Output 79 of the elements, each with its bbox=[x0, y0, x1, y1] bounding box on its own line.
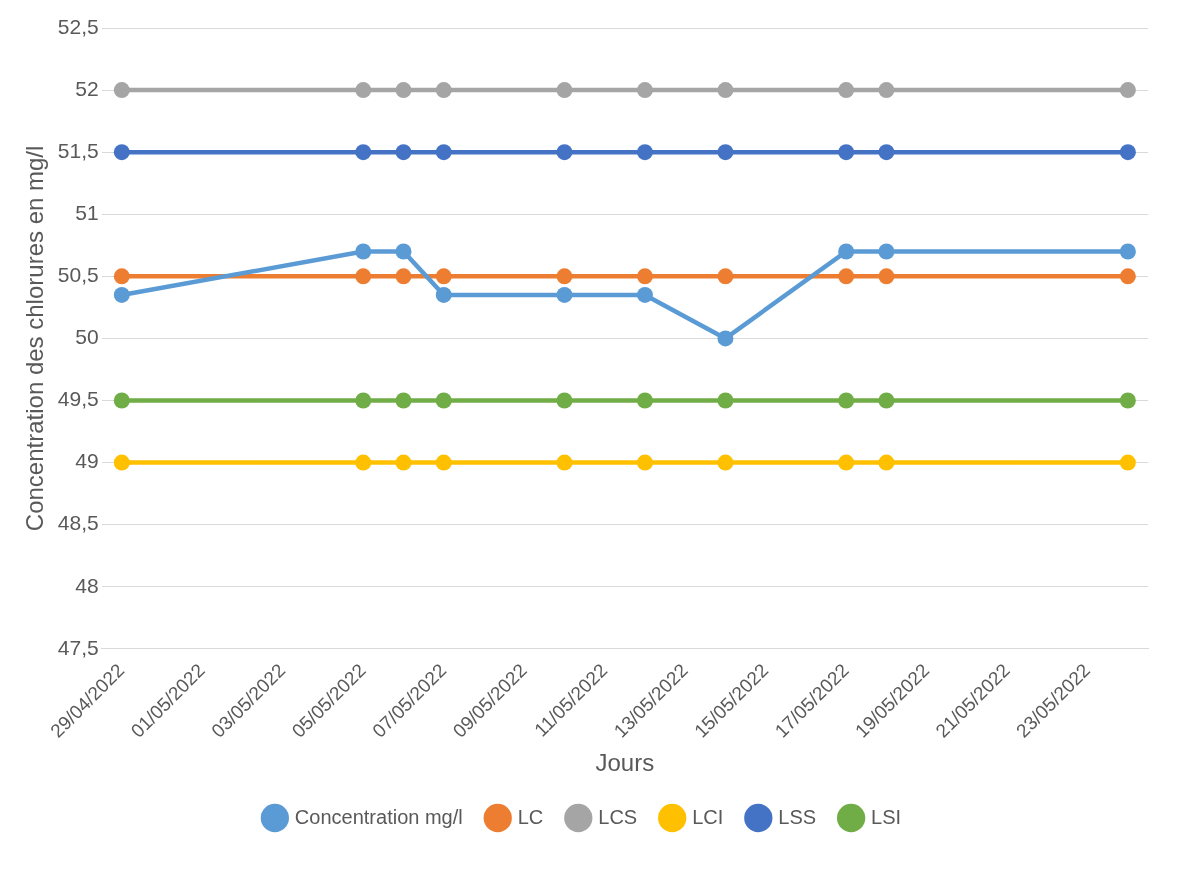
y-tick-label: 48,5 bbox=[57, 511, 99, 535]
point bbox=[636, 454, 653, 471]
y-tick-label: 52 bbox=[75, 76, 99, 100]
point bbox=[717, 454, 734, 471]
y-tick-label: 50,5 bbox=[57, 263, 99, 287]
x-axis-title: Jours bbox=[595, 749, 655, 777]
y-tick-label: 48 bbox=[75, 573, 99, 597]
point bbox=[556, 144, 573, 161]
point bbox=[878, 268, 895, 285]
point bbox=[1119, 392, 1136, 409]
point bbox=[1119, 144, 1136, 161]
point bbox=[636, 82, 653, 99]
point bbox=[435, 144, 452, 161]
point bbox=[878, 392, 895, 409]
legend-label: LSS bbox=[778, 805, 817, 828]
point bbox=[838, 144, 855, 161]
point bbox=[355, 82, 372, 99]
point bbox=[838, 243, 855, 260]
legend-label: LCS bbox=[598, 805, 638, 828]
point bbox=[395, 392, 412, 409]
point bbox=[717, 392, 734, 409]
legend-label: LSI bbox=[871, 805, 902, 828]
point bbox=[556, 268, 573, 285]
point bbox=[435, 286, 452, 303]
point bbox=[717, 144, 734, 161]
point bbox=[878, 243, 895, 260]
point bbox=[435, 268, 452, 285]
point bbox=[556, 392, 573, 409]
point bbox=[1119, 243, 1136, 260]
point bbox=[1119, 82, 1136, 99]
point bbox=[878, 82, 895, 99]
y-tick-label: 51,5 bbox=[57, 138, 99, 162]
y-axis-title: Concentration des chlorures en mg/l bbox=[21, 145, 49, 532]
point bbox=[556, 454, 573, 471]
point bbox=[878, 144, 895, 161]
point bbox=[838, 392, 855, 409]
legend-label: LC bbox=[517, 805, 544, 828]
point bbox=[395, 144, 412, 161]
point bbox=[878, 454, 895, 471]
point bbox=[355, 268, 372, 285]
y-tick-label: 49 bbox=[75, 449, 99, 473]
point bbox=[1119, 268, 1136, 285]
y-tick-label: 51 bbox=[75, 201, 99, 225]
point bbox=[395, 243, 412, 260]
point bbox=[636, 268, 653, 285]
point bbox=[717, 82, 734, 99]
point bbox=[556, 286, 573, 303]
y-tick-label: 49,5 bbox=[57, 387, 99, 411]
point bbox=[838, 82, 855, 99]
point bbox=[435, 82, 452, 99]
point bbox=[355, 454, 372, 471]
point bbox=[113, 286, 130, 303]
legend-label: LCI bbox=[692, 805, 724, 828]
point bbox=[113, 454, 130, 471]
legend-label: Concentration mg/l bbox=[294, 805, 463, 828]
point bbox=[717, 330, 734, 347]
y-tick-label: 52,5 bbox=[57, 14, 99, 38]
point bbox=[435, 454, 452, 471]
point bbox=[355, 392, 372, 409]
point bbox=[636, 392, 653, 409]
point bbox=[113, 82, 130, 99]
point bbox=[113, 268, 130, 285]
point bbox=[435, 392, 452, 409]
point bbox=[636, 144, 653, 161]
point bbox=[1119, 454, 1136, 471]
point bbox=[838, 454, 855, 471]
y-tick-label: 50 bbox=[75, 325, 99, 349]
point bbox=[395, 268, 412, 285]
point bbox=[355, 243, 372, 260]
point bbox=[556, 82, 573, 99]
point bbox=[395, 82, 412, 99]
point bbox=[113, 144, 130, 161]
point bbox=[636, 286, 653, 303]
point bbox=[838, 268, 855, 285]
y-tick-label: 47,5 bbox=[57, 635, 99, 659]
point bbox=[395, 454, 412, 471]
point bbox=[717, 268, 734, 285]
point bbox=[355, 144, 372, 161]
point bbox=[113, 392, 130, 409]
